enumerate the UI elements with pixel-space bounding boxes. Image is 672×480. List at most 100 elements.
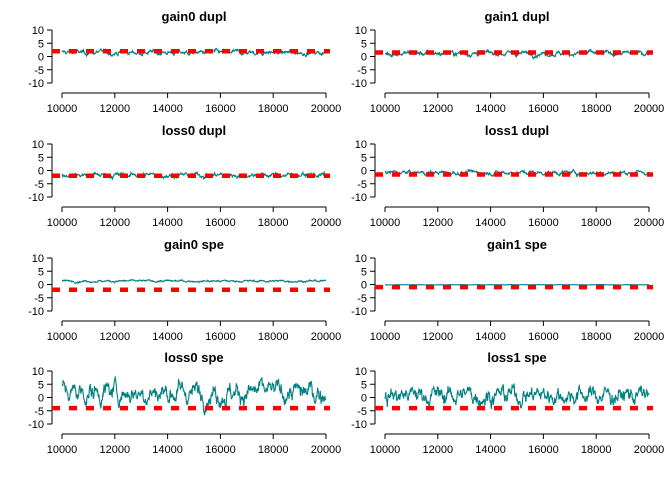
y-tick-label: -10 <box>351 78 367 90</box>
y-tick-label: 5 <box>38 379 44 391</box>
panel-loss1-spe: loss1 spe -10-50 510 10000 12000 14000 16000 18… <box>351 350 664 456</box>
x-tick-label: 12000 <box>100 331 131 343</box>
panel-title: loss1 spe <box>487 350 546 365</box>
x-tick-label: 10000 <box>370 444 401 456</box>
x-tick-label: 10000 <box>47 103 78 115</box>
x-tick-label: 20000 <box>634 217 665 229</box>
y-tick-label: -10 <box>28 306 44 318</box>
x-tick-label: 18000 <box>581 331 612 343</box>
y-tick-label: -10 <box>28 78 44 90</box>
y-tick-label: 0 <box>361 166 367 178</box>
panel-title: loss0 dupl <box>162 123 226 138</box>
x-tick-label: 16000 <box>205 444 236 456</box>
x-tick-label: 18000 <box>581 444 612 456</box>
panel-loss0-spe: loss0 spe -10-50 510 10000 12000 14000 16000 18… <box>28 350 341 456</box>
y-tick-label: 0 <box>38 52 44 64</box>
y-tick-label: -5 <box>357 293 367 305</box>
x-tick-label: 20000 <box>311 103 342 115</box>
x-tick-label: 12000 <box>423 103 454 115</box>
y-tick-label: 0 <box>38 166 44 178</box>
x-tick-label: 10000 <box>47 444 78 456</box>
y-tick-label: -5 <box>34 293 44 305</box>
y-tick-label: -5 <box>34 179 44 191</box>
y-tick-label: -10 <box>351 419 367 431</box>
x-tick-label: 16000 <box>528 331 559 343</box>
x-tick-label: 20000 <box>634 331 665 343</box>
x-tick-label: 16000 <box>205 331 236 343</box>
y-tick-label: 0 <box>361 393 367 405</box>
x-tick-label: 20000 <box>634 103 665 115</box>
x-tick-label: 12000 <box>423 331 454 343</box>
x-tick-label: 18000 <box>258 444 289 456</box>
y-tick-label: -10 <box>28 192 44 204</box>
panel-gain1-spe: gain1 spe -10-50 510 10000 12000 14000 16000 18… <box>351 237 664 343</box>
y-tick-label: 0 <box>38 280 44 292</box>
y-tick-label: 5 <box>38 38 44 50</box>
y-tick-label: 10 <box>355 253 367 265</box>
x-tick-label: 14000 <box>152 217 183 229</box>
panel-gain0-dupl: gain0 dupl -10-50 510 10000 12000 14000 16000 1… <box>28 9 341 115</box>
y-tick-label: 5 <box>38 266 44 278</box>
x-tick-label: 10000 <box>370 217 401 229</box>
y-tick-label: -5 <box>357 406 367 418</box>
x-tick-label: 10000 <box>370 331 401 343</box>
y-tick-label: 5 <box>361 152 367 164</box>
x-tick-label: 14000 <box>475 444 506 456</box>
panel-title: gain1 spe <box>487 237 547 252</box>
y-tick-label: 0 <box>361 52 367 64</box>
x-tick-label: 12000 <box>100 103 131 115</box>
y-tick-label: -10 <box>28 419 44 431</box>
y-tick-label: -5 <box>34 65 44 77</box>
y-tick-label: 5 <box>361 38 367 50</box>
x-tick-label: 20000 <box>634 444 665 456</box>
panel-gain1-dupl: gain1 dupl -10-50 510 10000 12000 14000 16000 1… <box>351 9 664 115</box>
y-tick-label: -10 <box>351 306 367 318</box>
trace-line <box>61 376 327 416</box>
x-tick-label: 10000 <box>47 331 78 343</box>
x-tick-label: 16000 <box>528 217 559 229</box>
x-tick-label: 12000 <box>100 444 131 456</box>
x-tick-label: 14000 <box>475 217 506 229</box>
x-tick-label: 14000 <box>475 331 506 343</box>
y-tick-label: -5 <box>357 179 367 191</box>
x-tick-label: 10000 <box>370 103 401 115</box>
x-tick-label: 12000 <box>100 217 131 229</box>
y-tick-label: 10 <box>355 139 367 151</box>
y-tick-label: -5 <box>34 406 44 418</box>
trace-line <box>61 278 327 285</box>
x-tick-label: 14000 <box>152 103 183 115</box>
panel-loss0-dupl: loss0 dupl -10-50 510 10000 12000 14000 16000 1… <box>28 123 341 229</box>
x-tick-label: 16000 <box>528 103 559 115</box>
x-tick-label: 18000 <box>581 103 612 115</box>
x-tick-label: 14000 <box>475 103 506 115</box>
x-tick-label: 16000 <box>205 217 236 229</box>
x-tick-label: 12000 <box>423 444 454 456</box>
y-tick-label: 10 <box>32 366 44 378</box>
x-tick-label: 18000 <box>581 217 612 229</box>
x-tick-label: 18000 <box>258 217 289 229</box>
x-tick-label: 12000 <box>423 217 454 229</box>
x-tick-label: 14000 <box>152 444 183 456</box>
x-tick-label: 18000 <box>258 103 289 115</box>
x-tick-label: 18000 <box>258 331 289 343</box>
panel-gain0-spe: gain0 spe -10-50 510 10000 12000 14000 16000 18… <box>28 237 341 343</box>
y-tick-label: 0 <box>361 280 367 292</box>
x-tick-label: 16000 <box>528 444 559 456</box>
panel-loss1-dupl: loss1 dupl -10-50 510 10000 12000 14000 16000 1… <box>351 123 664 229</box>
x-tick-label: 14000 <box>152 331 183 343</box>
panel-title: loss1 dupl <box>485 123 549 138</box>
x-tick-label: 20000 <box>311 217 342 229</box>
y-tick-label: -10 <box>351 192 367 204</box>
panel-title: gain0 spe <box>164 237 224 252</box>
x-tick-label: 20000 <box>311 331 342 343</box>
y-tick-label: 5 <box>361 266 367 278</box>
x-tick-label: 16000 <box>205 103 236 115</box>
x-tick-label: 20000 <box>311 444 342 456</box>
y-tick-label: 10 <box>32 139 44 151</box>
y-tick-label: 10 <box>32 25 44 37</box>
y-tick-label: 5 <box>38 152 44 164</box>
y-tick-label: 10 <box>355 25 367 37</box>
panel-title: loss0 spe <box>164 350 223 365</box>
y-tick-label: 5 <box>361 379 367 391</box>
